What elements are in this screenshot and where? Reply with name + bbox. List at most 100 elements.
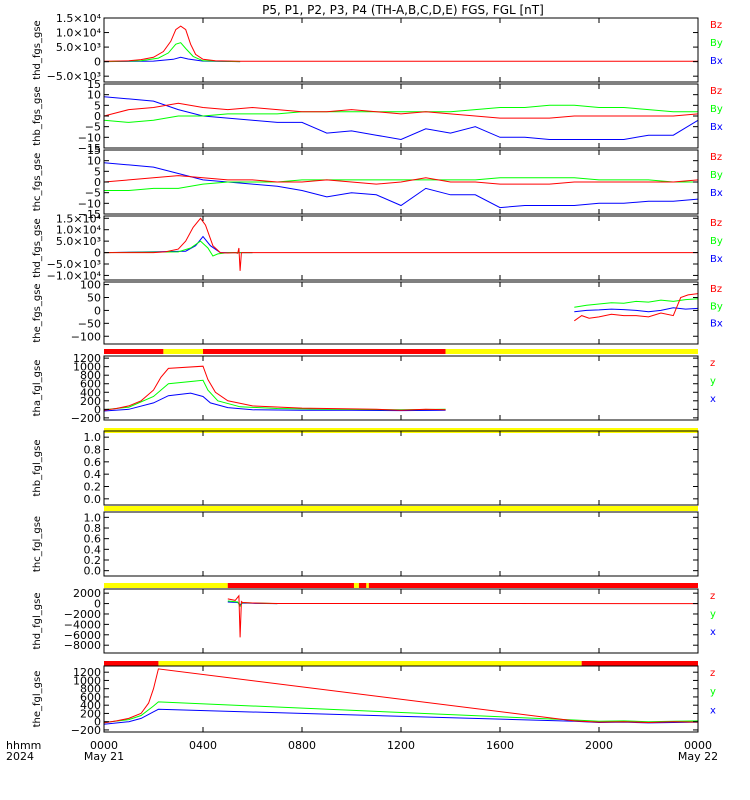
time-tick-label-5: 2000 xyxy=(585,739,613,752)
y-tick-label-9-4: 400 xyxy=(80,699,101,712)
y-tick-label-0-0: 1.5×10⁴ xyxy=(56,12,102,25)
y-tick-label-8-3: −4000 xyxy=(64,618,101,631)
y-tick-label-6-5: 0.0 xyxy=(84,493,102,506)
flag-segment-9-1 xyxy=(158,661,582,666)
y-tick-label-8-1: 0 xyxy=(94,598,101,611)
y-tick-label-2-3: 0 xyxy=(94,176,101,189)
y-tick-label-8-4: −6000 xyxy=(64,629,101,642)
legend-4-bz: Bz xyxy=(710,284,722,295)
y-tick-label-1-5: −10 xyxy=(78,131,101,144)
y-tick-label-7-0: 1.0 xyxy=(84,511,102,524)
y-tick-label-3-5: −1.0×10⁴ xyxy=(47,269,102,282)
panel-7: 1.00.80.60.40.20.0 thc_fgl_gse xyxy=(32,506,699,578)
date-label-start: May 21 xyxy=(84,750,124,763)
legend-5-z: z xyxy=(710,358,715,369)
time-tick-label-3: 1200 xyxy=(387,739,415,752)
y-tick-label-0-1: 1.0×10⁴ xyxy=(56,27,102,40)
y-tick-label-1-2: 5 xyxy=(94,99,101,112)
series-line-1-bx xyxy=(104,96,698,141)
y-tick-label-8-0: 2000 xyxy=(73,587,101,600)
series-line-0-by xyxy=(104,42,241,63)
time-axis-label-hhmm: hhmm xyxy=(6,739,41,752)
y-tick-label-5-7: −200 xyxy=(71,412,101,425)
y-tick-label-8-5: −8000 xyxy=(64,639,101,652)
panel-frame-6 xyxy=(103,430,699,506)
flag-segment-8-1 xyxy=(227,583,354,588)
flag-segment-7-0 xyxy=(104,506,698,511)
time-tick-label-4: 1600 xyxy=(486,739,514,752)
y-tick-label-9-3: 600 xyxy=(80,691,101,704)
y-tick-label-7-5: 0.0 xyxy=(84,565,102,578)
y-tick-label-4-2: 0 xyxy=(94,304,101,317)
y-tick-label-4-0: 100 xyxy=(80,279,101,292)
series-line-5-y xyxy=(104,379,446,411)
legend-2-bz: Bz xyxy=(710,152,722,163)
legend-3-bx: Bx xyxy=(710,254,723,265)
panel-frame-8 xyxy=(103,588,699,654)
series-line-5-x xyxy=(104,392,446,412)
panel-ylabel-3: thd_fgs_gse xyxy=(32,218,43,277)
series-line-4-by xyxy=(574,298,698,308)
y-tick-label-2-5: −10 xyxy=(78,197,101,210)
y-tick-label-5-4: 400 xyxy=(80,386,101,399)
y-tick-label-5-2: 800 xyxy=(80,369,101,382)
legend-0-bx: Bx xyxy=(710,56,723,67)
legend-3-by: By xyxy=(710,236,723,247)
legend-5-x: x xyxy=(710,394,716,405)
y-tick-label-9-7: −200 xyxy=(71,724,101,737)
date-label-end: May 22 xyxy=(678,750,718,763)
panel-ylabel-2: thc_fgs_gse xyxy=(32,153,43,212)
y-tick-label-6-1: 0.8 xyxy=(84,444,102,457)
y-tick-label-1-4: −5 xyxy=(85,121,101,134)
legend-1-bx: Bx xyxy=(710,122,723,133)
flag-segment-8-5 xyxy=(368,583,698,588)
time-tick-label-2: 0800 xyxy=(288,739,316,752)
series-line-1-by xyxy=(104,104,698,123)
legend-2-bx: Bx xyxy=(710,188,723,199)
y-tick-label-3-3: 0 xyxy=(94,247,101,260)
flag-segment-5-3 xyxy=(445,349,698,354)
y-tick-label-1-3: 0 xyxy=(94,110,101,123)
series-line-3-bz xyxy=(104,217,698,271)
time-axis-label-year: 2024 xyxy=(6,750,34,763)
panel-ylabel-0: thd_fgs_gse xyxy=(32,20,43,79)
flag-segment-8-4 xyxy=(366,583,369,588)
y-tick-label-1-0: 15 xyxy=(87,78,101,91)
panel-ylabel-1: thb_fgs_gse xyxy=(32,86,43,145)
legend-8-z: z xyxy=(710,591,715,602)
series-line-2-by xyxy=(104,177,698,191)
legend-1-by: By xyxy=(710,104,723,115)
legend-3-bz: Bz xyxy=(710,218,722,229)
y-tick-label-5-5: 200 xyxy=(80,395,101,408)
panel-ylabel-4: the_fgs_gse xyxy=(32,283,43,342)
time-tick-label-0: 0000 xyxy=(90,739,118,752)
legend-5-y: y xyxy=(710,376,716,387)
y-tick-label-0-2: 5.0×10³ xyxy=(56,41,101,54)
flag-segment-9-2 xyxy=(581,661,698,666)
flag-segment-8-0 xyxy=(104,583,228,588)
y-tick-label-5-1: 1000 xyxy=(73,361,101,374)
series-line-4-bz xyxy=(574,293,698,322)
y-tick-label-7-2: 0.6 xyxy=(84,533,102,546)
flag-segment-5-0 xyxy=(104,349,164,354)
y-tick-label-4-3: −50 xyxy=(78,317,101,330)
y-tick-label-2-0: 15 xyxy=(87,144,101,157)
flag-segment-5-2 xyxy=(203,349,446,354)
legend-9-y: y xyxy=(710,687,716,698)
y-tick-label-2-6: −15 xyxy=(78,208,101,221)
y-tick-label-1-6: −15 xyxy=(78,142,101,155)
legend-9-x: x xyxy=(710,705,716,716)
y-tick-label-5-6: 0 xyxy=(94,403,101,416)
y-tick-label-5-3: 600 xyxy=(80,378,101,391)
y-tick-label-0-4: −5.0×10³ xyxy=(47,70,101,83)
legend-4-by: By xyxy=(710,301,723,312)
legend-0-by: By xyxy=(710,38,723,49)
y-tick-label-2-4: −5 xyxy=(85,187,101,200)
panel-ylabel-5: tha_fgl_gse xyxy=(32,360,43,417)
